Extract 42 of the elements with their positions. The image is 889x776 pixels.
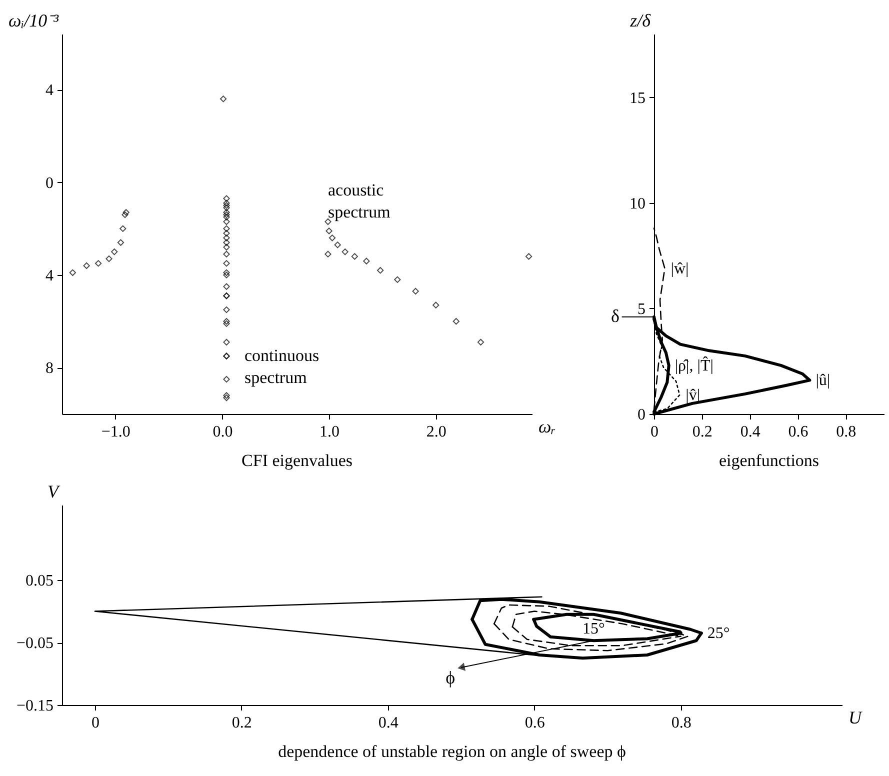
y-axis-title: z/δ xyxy=(629,10,652,30)
series-label: |ŵ| xyxy=(670,260,689,278)
x-axis-title: ωᵣ xyxy=(538,416,556,436)
y-tick-label: −0.15 xyxy=(16,698,54,714)
y-tick-label: 15 xyxy=(630,90,646,107)
x-tick-label: 0 xyxy=(91,714,100,732)
series-label: 25° xyxy=(707,625,730,642)
y-axis-title: V xyxy=(48,482,60,502)
y-tick-label: 4 xyxy=(46,267,54,284)
text: CFI eigenvalues xyxy=(242,451,352,470)
annotation: ϕ xyxy=(446,668,456,688)
series-label: |û| xyxy=(816,372,830,390)
x-tick-label: 0.4 xyxy=(740,424,760,440)
x-tick-label: 0 xyxy=(650,424,658,440)
y-tick-label: 0 xyxy=(46,174,54,192)
x-tick-label: −1.0 xyxy=(101,424,130,440)
x-tick-label: 0.0 xyxy=(212,424,233,440)
y-tick-label: 8 xyxy=(46,360,54,378)
x-tick-label: 0.2 xyxy=(232,714,252,732)
annotation: δ xyxy=(611,306,620,326)
annotation: continuous spectrum xyxy=(244,346,320,388)
x-tick-label: 0.6 xyxy=(788,424,808,440)
x-tick-label: 0.6 xyxy=(524,714,545,732)
x-tick-label: 0.8 xyxy=(836,424,856,440)
y-tick-label: 5 xyxy=(638,300,646,318)
x-tick-label: 0.8 xyxy=(671,714,692,732)
y-tick-label: 4 xyxy=(46,82,54,100)
x-tick-label: 0.2 xyxy=(692,424,712,440)
text: eigenfunctions xyxy=(718,451,820,470)
series-label: 15° xyxy=(582,620,605,638)
y-tick-label: 0.05 xyxy=(26,572,54,590)
x-tick-label: 0.4 xyxy=(378,714,398,732)
y-tick-label: 0 xyxy=(638,406,646,424)
annotation: acoustic spectrum xyxy=(328,180,390,222)
x-tick-label: 2.0 xyxy=(426,424,446,440)
y-tick-label: −0.05 xyxy=(16,635,54,652)
x-tick-label: 1.0 xyxy=(320,424,340,440)
y-axis-title: ωᵢ/10⁻³ xyxy=(8,10,60,30)
text: dependence of unstable region on angle of sweep ϕ xyxy=(278,742,626,761)
y-tick-label: 10 xyxy=(630,195,646,212)
x-axis-title: U xyxy=(848,708,862,728)
series-label: |ρ̂|, |T̂| xyxy=(674,355,714,374)
